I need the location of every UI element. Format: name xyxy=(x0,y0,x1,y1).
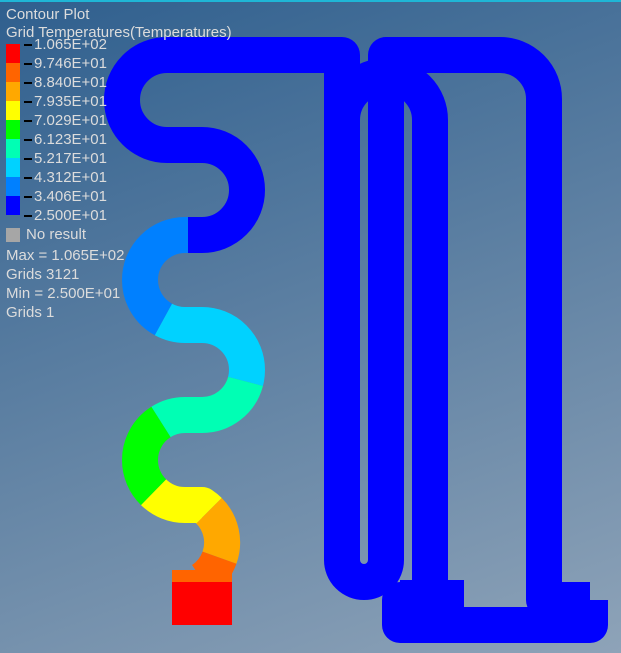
legend-value-label: 8.840E+01 xyxy=(34,74,107,92)
legend-row: 2.500E+01 xyxy=(24,207,107,226)
legend-value-label: 4.312E+01 xyxy=(34,169,107,187)
legend-value-label: 7.029E+01 xyxy=(34,112,107,130)
legend-no-result-row: No result xyxy=(6,226,232,245)
legend-swatch xyxy=(6,120,20,139)
legend-swatch xyxy=(6,63,20,82)
legend-row: 6.123E+01 xyxy=(24,131,107,150)
legend-row: 7.935E+01 xyxy=(24,93,107,112)
legend-tick xyxy=(24,139,32,141)
plot-title: Contour Plot xyxy=(6,6,232,24)
legend-swatch xyxy=(6,44,20,63)
legend-row: 8.840E+01 xyxy=(24,74,107,93)
stat-min-grids: Grids 1 xyxy=(6,304,232,323)
legend-tick xyxy=(24,177,32,179)
stat-max: Max = 1.065E+02 xyxy=(6,247,232,266)
legend-row: 3.406E+01 xyxy=(24,188,107,207)
legend-swatch xyxy=(6,139,20,158)
legend-row: 7.029E+01 xyxy=(24,112,107,131)
legend-swatch xyxy=(6,177,20,196)
legend-swatch xyxy=(6,82,20,101)
legend-row: 5.217E+01 xyxy=(24,150,107,169)
legend-row: 1.065E+02 xyxy=(24,36,107,55)
legend-value-label: 5.217E+01 xyxy=(34,150,107,168)
legend-tick xyxy=(24,101,32,103)
no-result-label: No result xyxy=(26,226,86,244)
legend-tick xyxy=(24,215,32,217)
legend-color-scale: 1.065E+029.746E+018.840E+017.935E+017.02… xyxy=(6,44,232,226)
stat-min: Min = 2.500E+01 xyxy=(6,285,232,304)
no-result-swatch xyxy=(6,228,20,242)
legend-swatch xyxy=(6,158,20,177)
legend-swatch xyxy=(6,196,20,215)
legend-value-label: 2.500E+01 xyxy=(34,207,107,225)
legend-tick xyxy=(24,63,32,65)
hot-outlet-block-band xyxy=(172,570,232,582)
legend-tick xyxy=(24,196,32,198)
legend-swatch xyxy=(6,101,20,120)
legend-row: 4.312E+01 xyxy=(24,169,107,188)
simulation-viewport: Contour Plot Grid Temperatures(Temperatu… xyxy=(0,0,621,653)
legend-value-label: 7.935E+01 xyxy=(34,93,107,111)
legend-tick xyxy=(24,82,32,84)
stat-max-grids: Grids 3121 xyxy=(6,266,232,285)
legend-stats: Max = 1.065E+02 Grids 3121 Min = 2.500E+… xyxy=(6,247,232,323)
legend-value-label: 3.406E+01 xyxy=(34,188,107,206)
legend-tick xyxy=(24,120,32,122)
legend-value-label: 1.065E+02 xyxy=(34,36,107,54)
legend-row: 9.746E+01 xyxy=(24,55,107,74)
legend-value-label: 6.123E+01 xyxy=(34,131,107,149)
legend-tick xyxy=(24,158,32,160)
inner-u-pipe xyxy=(342,55,590,600)
legend-panel: Contour Plot Grid Temperatures(Temperatu… xyxy=(6,6,232,323)
legend-tick xyxy=(24,44,32,46)
legend-value-label: 9.746E+01 xyxy=(34,55,107,73)
cold-inlet-block xyxy=(400,580,464,628)
